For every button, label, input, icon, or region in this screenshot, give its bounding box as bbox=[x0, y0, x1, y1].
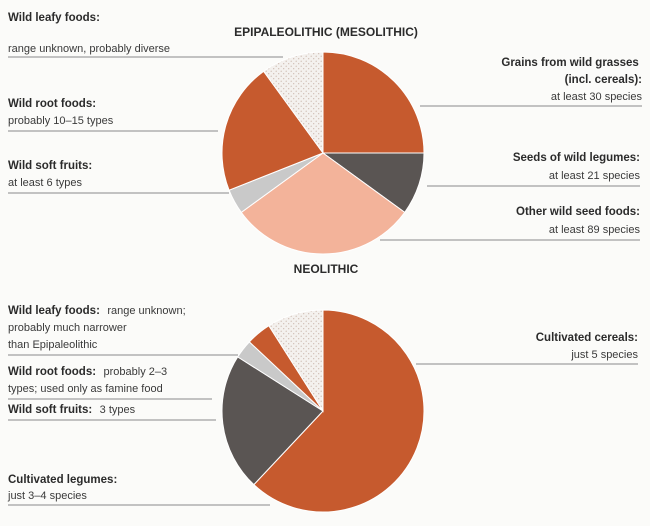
label-neo-leafy-bold: Wild leafy foods: bbox=[8, 305, 100, 317]
pie-slice-epi-otherseed bbox=[240, 152, 406, 255]
label-neo-cereals-text: just 5 species bbox=[570, 349, 638, 361]
epipaleolithic-title: EPIPALEOLITHIC (MESOLITHIC) bbox=[234, 25, 418, 39]
label-neo-fruits-text: 3 types bbox=[100, 404, 136, 416]
label-epi-legumes-text: at least 21 species bbox=[549, 170, 641, 182]
label-neo-leafy: Wild leafy foods: range unknown; probabl… bbox=[8, 301, 190, 351]
label-neo-legumes-text: just 3–4 species bbox=[7, 490, 87, 502]
label-neo-cereals-bold: Cultivated cereals: bbox=[536, 332, 638, 344]
label-neo-fruits: Wild soft fruits: 3 types bbox=[8, 400, 136, 417]
label-epi-fruits-text: at least 6 types bbox=[8, 177, 82, 189]
neolithic-title: NEOLITHIC bbox=[294, 262, 359, 276]
label-neo-root-text1: probably 2–3 bbox=[104, 366, 168, 378]
label-neo-leafy-text1: range unknown; bbox=[107, 305, 185, 317]
label-neo-root-bold: Wild root foods: bbox=[8, 366, 96, 378]
label-neo-leafy-text3: than Epipaleolithic bbox=[8, 339, 98, 351]
label-epi-leafy-bold: Wild leafy foods: bbox=[8, 12, 100, 24]
label-epi-grains-text: at least 30 species bbox=[551, 91, 643, 103]
label-neo-leafy-text2: probably much narrower bbox=[8, 322, 127, 334]
label-epi-fruits-bold: Wild soft fruits: bbox=[8, 160, 92, 172]
epipaleolithic-pie bbox=[221, 51, 425, 255]
label-epi-otherseed-bold: Other wild seed foods: bbox=[516, 206, 640, 218]
label-neo-fruits-bold: Wild soft fruits: bbox=[8, 404, 92, 416]
label-epi-grains-line1: Grains from wild grasses bbox=[501, 57, 638, 69]
pie-slice-epi-grains bbox=[322, 51, 425, 154]
label-epi-root-text: probably 10–15 types bbox=[8, 115, 114, 127]
label-epi-grains-line2: (incl. cereals): bbox=[565, 74, 642, 86]
label-neo-root: Wild root foods: probably 2–3 types; use… bbox=[8, 362, 172, 395]
label-epi-root-bold: Wild root foods: bbox=[8, 98, 96, 110]
pie-slice-epi-root bbox=[221, 70, 324, 191]
pie-slice-neo-leafy bbox=[268, 309, 324, 413]
neolithic-pie bbox=[221, 309, 425, 513]
pie-slice-neo-cereals bbox=[253, 309, 425, 513]
pie-slice-neo-legumes bbox=[221, 356, 324, 486]
label-epi-legumes-bold: Seeds of wild legumes: bbox=[513, 152, 640, 164]
label-neo-legumes-bold: Cultivated legumes: bbox=[8, 474, 117, 486]
label-epi-grains-bold: Grains from wild grasses (incl. cereals)… bbox=[501, 57, 642, 86]
label-epi-otherseed-text: at least 89 species bbox=[549, 224, 641, 236]
label-neo-root-text2: types; used only as famine food bbox=[8, 383, 163, 395]
label-epi-leafy-text: range unknown, probably diverse bbox=[8, 43, 170, 55]
pie-slice-epi-leafy bbox=[262, 51, 324, 155]
